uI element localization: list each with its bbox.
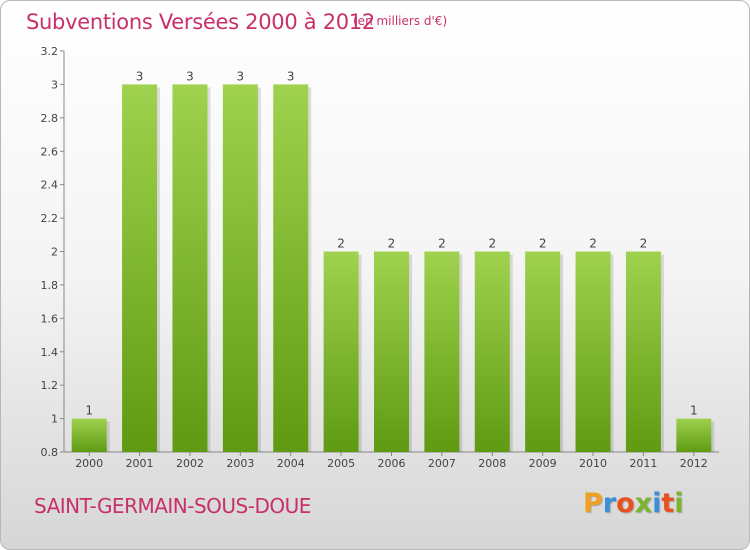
x-tick-label: 2002	[176, 457, 204, 470]
bar	[424, 251, 460, 452]
logo-letter: i	[674, 488, 684, 519]
logo-letter: o	[616, 488, 635, 519]
y-tick-label: 2.2	[41, 212, 59, 225]
bar-value-label: 2	[388, 237, 396, 251]
bar-value-label: 2	[438, 237, 446, 251]
y-tick-label: 1.6	[41, 312, 59, 325]
axes: 0.8 1 1.2 1.4 1.6 1.8 2 2.2 2.4 2.6 2.8 3 3.2 2000 200…	[41, 45, 719, 470]
bar-value-label: 1	[690, 404, 698, 418]
y-tick-label: 0.8	[41, 446, 59, 459]
bar-value-label: 3	[136, 69, 144, 83]
logo-letter: i	[652, 488, 662, 519]
bar	[525, 251, 561, 452]
proxiti-logo: Proxiti	[583, 488, 684, 519]
bar	[122, 84, 158, 453]
x-tick-label: 2005	[327, 457, 355, 470]
y-tick-label: 1.8	[41, 279, 59, 292]
bar-value-label: 2	[640, 237, 648, 251]
data-labels: 1 3 3 3 3 2 2 2 2 2 2 2 1	[85, 69, 697, 417]
x-tick-label: 2003	[226, 457, 254, 470]
y-tick-label: 3.2	[41, 45, 59, 58]
x-tick-label: 2006	[378, 457, 406, 470]
bar-value-label: 2	[539, 237, 547, 251]
x-tick-label: 2004	[277, 457, 305, 470]
y-tick-label: 2	[51, 246, 58, 259]
unit-label: (en milliers d'€)	[353, 14, 448, 28]
bar	[71, 418, 107, 452]
chart-title: Subventions Versées 2000 à 2012	[26, 10, 375, 34]
bar-value-label: 3	[237, 69, 245, 83]
x-tick-label: 2000	[75, 457, 103, 470]
logo-letter: P	[583, 488, 603, 519]
bar	[625, 251, 661, 452]
bar	[374, 251, 409, 452]
y-tick-label: 2.6	[41, 145, 59, 158]
y-tick-label: 1.2	[41, 379, 59, 392]
bar	[474, 251, 510, 452]
y-tick-label: 3	[51, 78, 58, 91]
logo-letter: x	[634, 488, 653, 519]
bars	[71, 84, 715, 453]
x-tick-label: 2011	[629, 457, 657, 470]
bar-value-label: 3	[186, 69, 194, 83]
bar-value-label: 2	[589, 237, 597, 251]
y-tick-label: 1.4	[41, 346, 59, 359]
y-tick-label: 1	[51, 413, 58, 426]
bar-value-label: 1	[85, 404, 93, 418]
bar	[172, 84, 208, 453]
bar	[575, 251, 611, 452]
logo-letter: r	[602, 488, 617, 519]
x-tick-label: 2009	[529, 457, 557, 470]
logo-letter: t	[661, 488, 675, 519]
bar	[273, 84, 309, 453]
x-tick-label: 2001	[126, 457, 154, 470]
x-tick-label: 2012	[680, 457, 708, 470]
bar-value-label: 2	[488, 237, 496, 251]
bar-value-label: 3	[287, 69, 295, 83]
x-tick-label: 2010	[579, 457, 607, 470]
bar	[676, 418, 712, 452]
bar-value-label: 2	[337, 237, 345, 251]
x-tick-label: 2007	[428, 457, 456, 470]
bar	[323, 251, 359, 452]
y-tick-label: 2.4	[41, 179, 59, 192]
bar	[222, 84, 258, 453]
y-tick-label: 2.8	[41, 112, 59, 125]
commune-name: SAINT-GERMAIN-SOUS-DOUE	[34, 494, 311, 518]
x-tick-label: 2008	[478, 457, 506, 470]
